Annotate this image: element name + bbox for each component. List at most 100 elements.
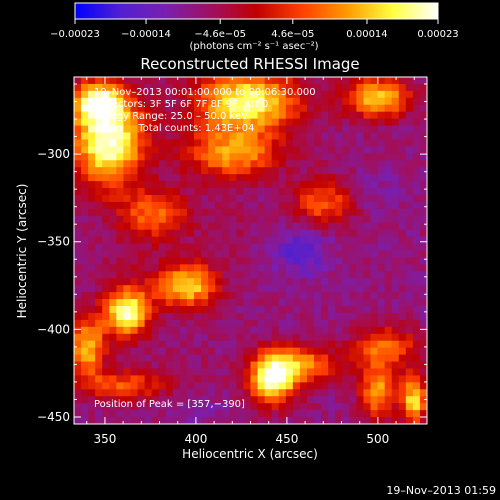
heatmap-cell xyxy=(370,188,379,196)
heatmap-cell xyxy=(208,326,216,335)
heatmap-cell xyxy=(342,188,350,196)
heatmap-cell xyxy=(321,333,329,342)
heatmap-cell xyxy=(412,375,421,383)
heatmap-cell xyxy=(398,104,407,113)
heatmap-cell xyxy=(398,188,407,196)
heatmap-cell xyxy=(398,312,407,321)
heatmap-cell xyxy=(229,340,237,349)
heatmap-cell xyxy=(222,90,230,99)
heatmap-cell xyxy=(88,201,96,210)
heatmap-cell xyxy=(419,278,427,286)
heatmap-cell xyxy=(201,83,209,92)
heatmap-cell xyxy=(321,292,329,300)
heatmap-cell xyxy=(215,396,223,404)
heatmap-cell xyxy=(222,292,230,300)
heatmap-cell xyxy=(250,257,259,265)
heatmap-cell xyxy=(137,299,146,307)
heatmap-cell xyxy=(88,104,96,113)
heatmap-cell xyxy=(137,167,146,175)
heatmap-cell xyxy=(179,299,188,307)
heatmap-cell xyxy=(151,292,160,300)
heatmap-cell xyxy=(243,132,251,140)
heatmap-cell xyxy=(356,278,364,286)
heatmap-cell xyxy=(137,97,146,106)
heatmap-cell xyxy=(419,292,427,300)
heatmap-cell xyxy=(208,368,216,376)
heatmap-cell xyxy=(349,118,357,127)
heatmap-cell xyxy=(109,146,117,154)
heatmap-cell xyxy=(412,361,421,369)
heatmap-cell xyxy=(95,257,103,265)
heatmap-cell xyxy=(356,104,364,113)
heatmap-cell xyxy=(419,188,427,196)
heatmap-cell xyxy=(419,125,427,134)
heatmap-cell xyxy=(250,410,259,418)
heatmap-cell xyxy=(306,250,315,258)
heatmap-cell xyxy=(377,160,386,168)
heatmap-cell xyxy=(299,396,308,404)
heatmap-cell xyxy=(321,236,329,245)
heatmap-cell xyxy=(158,208,167,217)
heatmap-cell xyxy=(179,215,188,224)
heatmap-cell xyxy=(370,285,379,293)
heatmap-cell xyxy=(74,306,82,314)
heatmap-cell xyxy=(370,174,379,182)
heatmap-cell xyxy=(292,319,301,328)
heatmap-cell xyxy=(151,250,160,258)
heatmap-cell xyxy=(123,90,131,99)
heatmap-cell xyxy=(165,312,174,321)
heatmap-cell xyxy=(349,347,357,356)
heatmap-cell xyxy=(102,222,110,231)
heatmap-cell xyxy=(257,215,266,224)
heatmap-cell xyxy=(271,125,280,134)
heatmap-cell xyxy=(74,201,82,210)
heatmap-cell xyxy=(405,361,414,369)
heatmap-cell xyxy=(109,139,117,147)
heatmap-cell xyxy=(271,132,280,140)
heatmap-cell xyxy=(179,243,188,251)
heatmap-cell xyxy=(151,299,160,307)
heatmap-cell xyxy=(285,340,294,349)
heatmap-cell xyxy=(306,333,315,342)
heatmap-cell xyxy=(384,340,393,349)
heatmap-cell xyxy=(349,194,357,203)
heatmap-cell xyxy=(419,347,427,356)
heatmap-cell xyxy=(328,90,336,99)
heatmap-cell xyxy=(172,194,181,203)
heatmap-cell xyxy=(285,236,294,245)
heatmap-cell xyxy=(186,417,195,424)
heatmap-cell xyxy=(215,104,223,113)
heatmap-cell xyxy=(384,285,393,293)
heatmap-cell xyxy=(349,361,357,369)
heatmap-cell xyxy=(201,139,209,147)
heatmap-cell xyxy=(335,181,343,189)
heatmap-cell xyxy=(123,160,131,168)
heatmap-cell xyxy=(158,181,167,189)
heatmap-cell xyxy=(222,403,230,411)
heatmap-cell xyxy=(137,160,146,168)
heatmap-cell xyxy=(370,326,379,335)
heatmap-cell xyxy=(194,368,202,376)
heatmap-cell xyxy=(328,326,336,335)
heatmap-cell xyxy=(151,208,160,217)
heatmap-cell xyxy=(321,229,329,238)
heatmap-cell xyxy=(314,153,322,161)
heatmap-cell xyxy=(215,368,223,376)
heatmap-cell xyxy=(370,139,379,147)
heatmap-cell xyxy=(271,229,280,238)
heatmap-cell xyxy=(299,403,308,411)
heatmap-cell xyxy=(391,368,400,376)
heatmap-cell xyxy=(363,229,372,238)
heatmap-cell xyxy=(299,104,308,113)
heatmap-cell xyxy=(130,347,139,356)
heatmap-cell xyxy=(95,312,103,321)
heatmap-cell xyxy=(328,236,336,245)
heatmap-cell xyxy=(102,403,110,411)
heatmap-cell xyxy=(109,167,117,175)
heatmap-cell xyxy=(419,111,427,120)
heatmap-cell xyxy=(384,188,393,196)
heatmap-cell xyxy=(321,139,329,147)
heatmap-cell xyxy=(88,90,96,99)
heatmap-cell xyxy=(201,174,209,182)
heatmap-cell xyxy=(194,417,202,424)
